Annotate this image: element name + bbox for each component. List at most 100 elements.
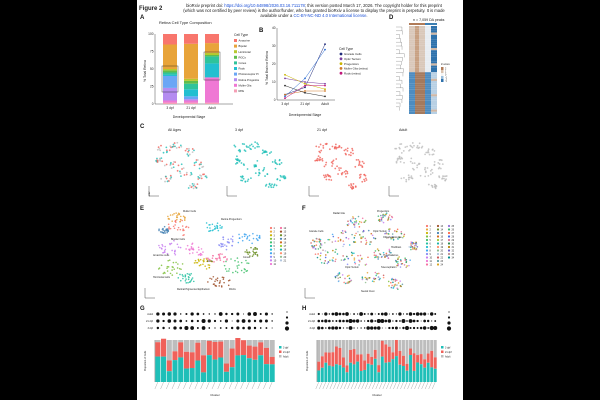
umap-point (186, 153, 189, 156)
umap-point (179, 215, 182, 218)
umap-point (328, 238, 331, 241)
legend-title: Cell Type (339, 47, 353, 51)
bar-segment (363, 369, 367, 382)
dot-plot-dot (419, 326, 423, 330)
umap-point (224, 256, 227, 258)
heatmap-cell (425, 72, 431, 75)
data-point (284, 84, 286, 87)
umap-point (168, 259, 171, 261)
heatmap-cell (415, 103, 419, 106)
bar-segment (384, 362, 388, 382)
umap-point (365, 243, 367, 245)
license-link[interactable]: CC-BY-NC-ND 4.0 International license (293, 13, 367, 18)
umap-point (168, 149, 171, 152)
umap-point (325, 161, 328, 164)
heatmap-cell (419, 30, 425, 33)
umap-point (348, 280, 351, 283)
umap-point (334, 146, 337, 148)
dot-plot-dot (190, 319, 194, 323)
heatmap-cell (415, 63, 419, 66)
umap-point (174, 224, 176, 226)
umap-point (267, 186, 270, 188)
heatmap-cell (431, 72, 437, 75)
legend-label: Retina Progenitor (239, 78, 260, 82)
heatmap-cell (419, 37, 425, 40)
dot-plot-dot (370, 312, 374, 316)
bar-segment (331, 352, 335, 367)
bar-segment (263, 364, 269, 382)
dot-plot-dot (412, 326, 416, 330)
x-tick-mark (329, 381, 334, 390)
umap-point (332, 249, 334, 252)
dot-plot-dot (253, 326, 257, 330)
umap-point (246, 269, 249, 272)
cluster-legend-swatch (425, 256, 429, 259)
umap-point (205, 222, 208, 224)
umap-point (343, 281, 345, 284)
dot-plot-dot (380, 312, 384, 316)
bar-segment (263, 347, 269, 365)
umap-point (176, 218, 178, 221)
umap-point (173, 239, 175, 242)
cluster-annotation: Optic Tectum (373, 230, 387, 233)
umap-point (166, 267, 168, 270)
umap-point (257, 143, 260, 146)
cluster-legend-label: 29 (452, 240, 455, 242)
umap-point (405, 178, 408, 181)
umap-point (195, 159, 198, 161)
umap-point (201, 166, 204, 169)
dot-plot-dot (373, 326, 377, 330)
x-tick-mark (246, 381, 250, 390)
umap-point (190, 173, 193, 176)
umap-axis (148, 186, 159, 197)
umap-point (345, 236, 348, 239)
umap-point (266, 153, 269, 156)
umap-point (191, 277, 194, 279)
dot-plot-dot (225, 312, 228, 316)
umap-point (167, 230, 170, 233)
dendrogram-branch (396, 30, 403, 35)
umap-point (315, 244, 318, 246)
dot-plot-dot (214, 327, 216, 329)
dot-plot-dot (167, 312, 172, 316)
umap-point (399, 285, 402, 287)
heatmap-cell (415, 26, 419, 29)
bar-segment (205, 43, 219, 53)
dendrogram-branch (396, 76, 400, 81)
umap-point (397, 282, 400, 284)
bar-segment (229, 348, 235, 368)
dot-plot-dot (179, 319, 183, 323)
umap-title-3dpf: 3 dpf (235, 128, 243, 132)
umap-point (365, 239, 368, 242)
umap-point (160, 144, 162, 147)
umap-point (226, 270, 228, 272)
umap-point (273, 183, 276, 186)
dot-plot-dot (406, 320, 408, 322)
umap-point (250, 246, 252, 249)
dot-plot-dot (219, 320, 222, 322)
umap-point (365, 241, 368, 244)
annotation-bar (425, 23, 431, 25)
heatmap-cell (425, 107, 431, 110)
umap-point (337, 274, 340, 276)
umap-point (195, 261, 197, 264)
umap-point (355, 232, 357, 235)
bar-segment (342, 340, 345, 358)
heatmap-cell (425, 39, 431, 42)
dot-plot-dot (353, 327, 355, 329)
dot-plot-dot (434, 313, 437, 315)
dot-plot-dot (367, 313, 369, 315)
umap-point (352, 217, 355, 220)
umap-point (161, 231, 164, 234)
doi-link[interactable]: https://doi.org/10.64898/2026.03.16.7111… (224, 3, 305, 8)
umap-point (187, 281, 189, 284)
umap-point (361, 278, 364, 281)
umap-point (359, 173, 362, 176)
umap-point (405, 180, 408, 183)
cluster-legend-swatch (269, 252, 273, 255)
bar-segment (317, 340, 321, 362)
umap-point (415, 248, 417, 251)
dot-plot-dot (363, 313, 366, 315)
bar-segment (409, 348, 412, 355)
heatmap-cell (415, 109, 419, 112)
